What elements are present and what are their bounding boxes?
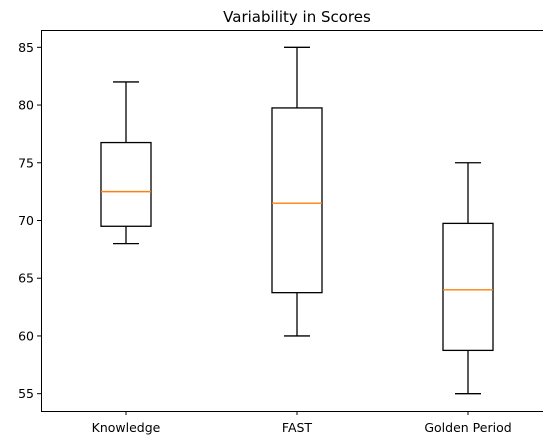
y-tick-label: 60 xyxy=(18,328,34,343)
y-tick-label: 75 xyxy=(18,155,34,170)
x-tick-label: Golden Period xyxy=(424,420,511,435)
iqr-box xyxy=(100,141,152,227)
iqr-box xyxy=(271,107,323,294)
x-tick-label: FAST xyxy=(282,420,313,435)
y-tick-label: 55 xyxy=(18,386,34,401)
plot-marks: 55 60 65 70 75 80 85 Knowledge FAST Golden Period xyxy=(18,40,512,435)
plot-area-frame xyxy=(41,30,543,412)
y-tick-label: 85 xyxy=(18,40,34,55)
chart-title: Variability in Scores xyxy=(223,8,371,26)
y-tick-label: 70 xyxy=(18,213,34,228)
iqr-box xyxy=(442,222,494,352)
y-tick-label: 65 xyxy=(18,271,34,286)
x-tick-label: Knowledge xyxy=(92,420,161,435)
y-tick-label: 80 xyxy=(18,98,34,113)
